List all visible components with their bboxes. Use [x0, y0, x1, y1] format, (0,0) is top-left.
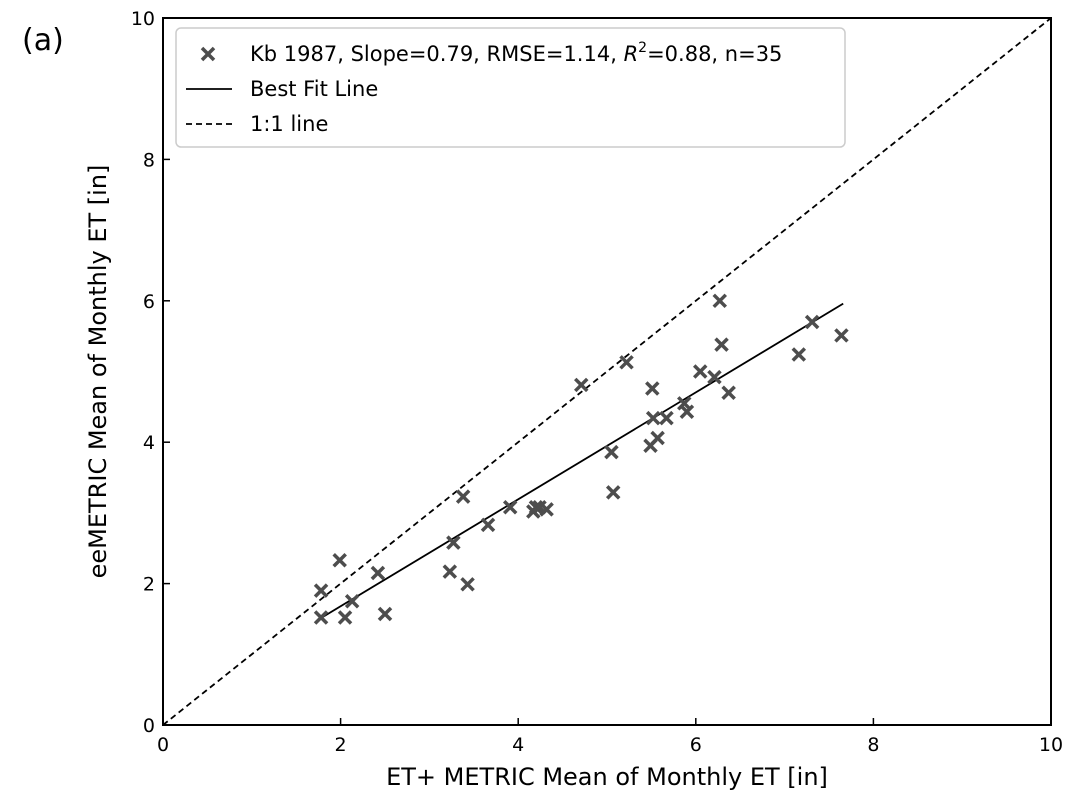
data-point [791, 347, 807, 362]
y-tick-label: 0 [143, 715, 155, 737]
data-point [455, 489, 471, 504]
one-to-one-line [162, 17, 1052, 726]
y-tick-label: 2 [143, 574, 155, 596]
legend-one-to-one-label: 1:1 line [250, 112, 328, 136]
legend-scatter-marker [200, 46, 216, 62]
best-fit-line [317, 302, 844, 621]
data-point [650, 430, 665, 446]
y-tick-label: 6 [143, 291, 155, 313]
data-point [659, 410, 674, 426]
y-tick-label: 10 [131, 8, 155, 30]
x-tick-label: 6 [690, 734, 702, 756]
data-point [645, 381, 660, 396]
data-point [714, 337, 729, 352]
data-point [645, 410, 661, 426]
plot-frame [162, 17, 1052, 726]
data-point [539, 502, 554, 517]
y-tick-label: 8 [143, 149, 155, 171]
data-point [605, 485, 621, 500]
data-point [712, 293, 728, 309]
x-tick-label: 2 [335, 734, 347, 756]
data-point [721, 385, 736, 400]
data-point [313, 610, 329, 625]
x-tick-label: 0 [157, 734, 169, 756]
panel-label: (a) [22, 23, 64, 58]
legend-scatter-label: Kb 1987, Slope=0.79, RMSE=1.14, R2=0.88,… [250, 40, 782, 66]
data-point [502, 500, 518, 515]
data-point [707, 369, 722, 385]
data-point [574, 377, 589, 393]
data-point [619, 355, 634, 370]
data-point [442, 564, 458, 579]
data-point [332, 553, 347, 568]
data-point [337, 610, 353, 625]
data-point [679, 404, 695, 420]
legend-bestfit-label: Best Fit Line [250, 77, 378, 101]
data-point [480, 517, 496, 533]
legend-box [175, 27, 846, 148]
legend: Kb 1987, Slope=0.79, RMSE=1.14, R2=0.88,… [175, 27, 846, 148]
y-axis-label: eeMETRIC Mean of Monthly ET [in] [84, 165, 112, 579]
data-point [460, 577, 475, 592]
data-point [313, 583, 329, 598]
data-point [528, 500, 544, 515]
x-axis-label: ET+ METRIC Mean of Monthly ET [in] [386, 763, 828, 791]
data-point [834, 328, 849, 343]
data-point [804, 314, 820, 330]
data-point [344, 594, 360, 609]
data-point [377, 606, 393, 622]
data-point [370, 565, 386, 581]
y-tick-label: 4 [143, 432, 155, 454]
plot-area [162, 17, 1052, 726]
x-tick-label: 8 [867, 734, 879, 756]
data-point [604, 444, 619, 460]
data-point [693, 364, 708, 379]
data-point [446, 535, 461, 550]
x-tick-label: 10 [1039, 734, 1063, 756]
x-tick-label: 4 [512, 734, 524, 756]
